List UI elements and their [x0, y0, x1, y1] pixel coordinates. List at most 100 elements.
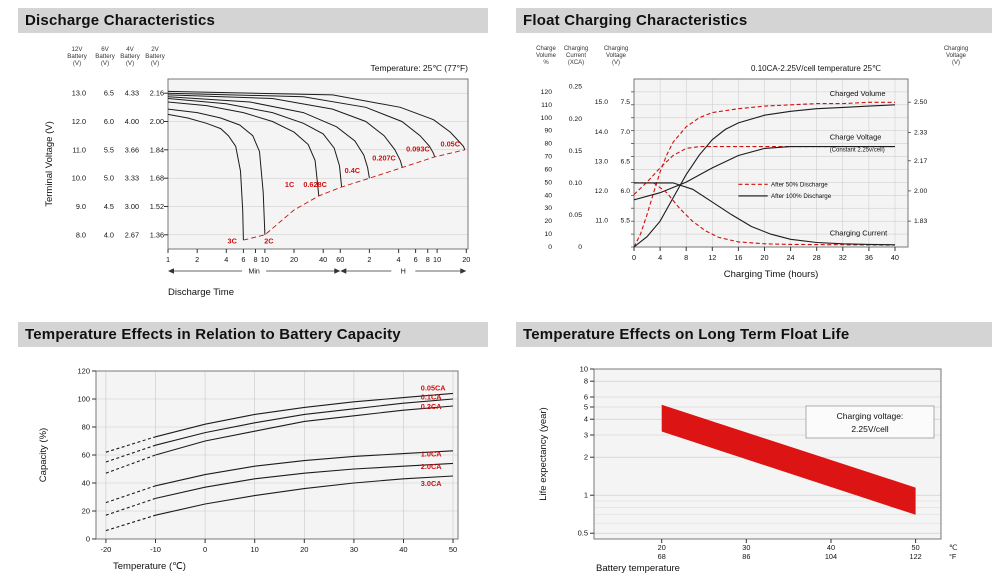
svg-text:Charging: Charging [604, 46, 628, 52]
svg-text:0.10: 0.10 [569, 180, 582, 187]
svg-text:2V: 2V [151, 46, 159, 53]
svg-text:8.0: 8.0 [76, 230, 86, 239]
svg-text:40: 40 [82, 479, 90, 488]
svg-text:70: 70 [544, 154, 552, 161]
svg-text:10: 10 [433, 255, 441, 264]
svg-text:(V): (V) [73, 60, 81, 67]
svg-text:2.00: 2.00 [150, 117, 164, 126]
svg-text:4.0: 4.0 [104, 230, 114, 239]
svg-text:0.25: 0.25 [569, 84, 582, 91]
svg-text:2.17: 2.17 [914, 158, 927, 165]
svg-text:20: 20 [82, 507, 90, 516]
svg-text:0: 0 [548, 244, 552, 251]
discharge-title: Discharge Characteristics [18, 8, 488, 33]
svg-text:7.0: 7.0 [621, 129, 631, 136]
svg-text:Charging: Charging [564, 46, 588, 52]
svg-text:Current: Current [566, 53, 586, 59]
svg-text:36: 36 [865, 253, 873, 262]
svg-text:Battery: Battery [67, 53, 88, 60]
svg-text:5.5: 5.5 [104, 145, 114, 154]
svg-text:(V): (V) [101, 60, 109, 67]
svg-text:50: 50 [912, 543, 920, 552]
svg-text:2.00: 2.00 [914, 188, 927, 195]
svg-text:Charging voltage:: Charging voltage: [837, 411, 904, 421]
svg-text:3C: 3C [228, 237, 238, 246]
discharge-panel: Discharge Characteristics 12V Battery (V) 1… [18, 8, 488, 307]
capacity-temperature-panel: Temperature Effects in Relation to Batte… [18, 322, 488, 582]
svg-text:10: 10 [251, 545, 259, 554]
svg-text:Voltage: Voltage [606, 53, 627, 59]
svg-text:5.5: 5.5 [621, 218, 631, 225]
svg-text:4V: 4V [126, 46, 134, 53]
svg-text:Voltage: Voltage [946, 53, 967, 59]
svg-text:6.0: 6.0 [104, 117, 114, 126]
svg-text:Charge: Charge [536, 46, 556, 52]
svg-text:1.84: 1.84 [150, 145, 164, 154]
svg-text:12.0: 12.0 [72, 117, 86, 126]
svg-text:0.05CA: 0.05CA [421, 384, 446, 393]
svg-text:Volume: Volume [536, 53, 557, 59]
svg-text:(V): (V) [612, 60, 620, 66]
svg-text:Terminal Voltage (V): Terminal Voltage (V) [44, 121, 55, 207]
svg-text:4.00: 4.00 [125, 117, 139, 126]
svg-text:9.0: 9.0 [76, 202, 86, 211]
svg-text:℃: ℃ [949, 543, 957, 552]
capacity-temperature-chart: 0 20 40 60 80 100 120 -20 -10 0 10 20 30 40 50 Capacity… [38, 367, 459, 572]
svg-text:30: 30 [544, 205, 552, 212]
svg-text:2.67: 2.67 [125, 230, 139, 239]
svg-text:4: 4 [658, 253, 662, 262]
svg-text:5: 5 [584, 402, 588, 411]
svg-text:Battery temperature: Battery temperature [596, 563, 680, 574]
svg-text:Capacity (%): Capacity (%) [38, 428, 49, 482]
svg-text:Battery: Battery [120, 53, 141, 60]
svg-text:2.50: 2.50 [914, 99, 927, 106]
svg-text:80: 80 [544, 141, 552, 148]
svg-text:2: 2 [195, 255, 199, 264]
svg-text:110: 110 [541, 102, 552, 109]
svg-text:2.25V/cell: 2.25V/cell [851, 424, 888, 434]
svg-text:120: 120 [541, 89, 553, 96]
svg-text:6.5: 6.5 [621, 158, 631, 165]
svg-text:After 50% Discharge: After 50% Discharge [771, 181, 828, 188]
svg-text:Charge Voltage: Charge Voltage [830, 133, 882, 142]
svg-text:0.15: 0.15 [569, 148, 582, 155]
svg-text:0.1CA: 0.1CA [421, 393, 442, 402]
svg-text:40: 40 [827, 543, 835, 552]
svg-text:32: 32 [839, 253, 847, 262]
discharge-chart: 12VBattery(V)13.012.011.010.09.08.06VBat… [44, 46, 470, 298]
svg-text:11.0: 11.0 [595, 218, 608, 225]
svg-text:2: 2 [367, 255, 371, 264]
svg-text:%: % [543, 60, 549, 66]
svg-text:(V): (V) [126, 60, 134, 67]
svg-text:6.0: 6.0 [621, 188, 631, 195]
svg-text:°F: °F [949, 552, 957, 561]
svg-text:1.0CA: 1.0CA [421, 449, 442, 458]
svg-text:11.0: 11.0 [72, 145, 86, 154]
float-charging-panel: Float Charging Characteristics Charge Vol… [516, 8, 992, 307]
svg-text:100: 100 [541, 115, 553, 122]
svg-text:20: 20 [300, 545, 308, 554]
svg-text:20: 20 [544, 218, 552, 225]
svg-text:0.207C: 0.207C [372, 153, 396, 162]
svg-text:3: 3 [584, 431, 588, 440]
svg-text:122: 122 [910, 552, 922, 561]
svg-text:0: 0 [632, 253, 636, 262]
svg-text:2.16: 2.16 [150, 89, 164, 98]
svg-text:6.5: 6.5 [104, 89, 114, 98]
svg-text:0.628C: 0.628C [303, 180, 327, 189]
svg-text:4: 4 [584, 415, 588, 424]
capacity-temperature-title: Temperature Effects in Relation to Batte… [18, 322, 488, 347]
svg-text:40: 40 [399, 545, 407, 554]
svg-text:0.5: 0.5 [578, 529, 588, 538]
float-charging-title: Float Charging Characteristics [516, 8, 992, 33]
svg-text:0.20: 0.20 [569, 116, 582, 123]
svg-text:8: 8 [684, 253, 688, 262]
svg-text:40: 40 [891, 253, 899, 262]
svg-text:Battery: Battery [145, 53, 166, 60]
svg-text:20: 20 [760, 253, 768, 262]
svg-text:15.0: 15.0 [595, 99, 608, 106]
svg-text:86: 86 [742, 552, 750, 561]
svg-text:0.05C: 0.05C [441, 139, 461, 148]
